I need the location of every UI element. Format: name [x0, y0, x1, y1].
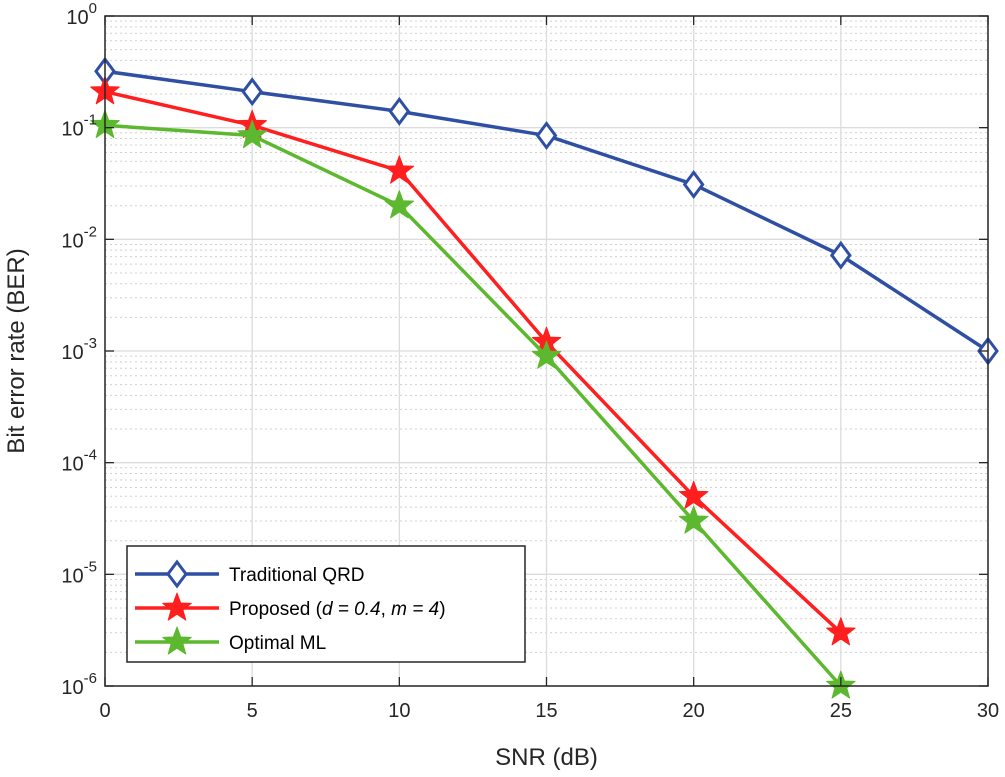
legend-label: Proposed (d = 0.4, m = 4)	[229, 599, 446, 620]
legend-label-part: m = 4	[391, 599, 439, 620]
y-tick-base: 10	[61, 342, 83, 364]
y-tick-base: 10	[61, 119, 83, 141]
series-marker	[241, 77, 264, 107]
legend-label-part: ,	[381, 599, 392, 620]
legend-label-part: Optimal ML	[229, 633, 326, 654]
series-marker	[237, 120, 267, 149]
y-tick-label: 10-3	[61, 335, 97, 364]
series-marker	[535, 121, 558, 151]
y-tick-exponent: -6	[84, 670, 97, 687]
legend-entry: Traditional QRD	[135, 559, 365, 589]
series-marker	[384, 155, 415, 184]
legend-label-part: Traditional QRD	[229, 565, 365, 586]
legend-label-part: )	[439, 599, 445, 620]
series-marker	[678, 480, 709, 509]
series-0	[94, 56, 999, 366]
series-marker	[826, 617, 856, 646]
x-axis-label: SNR (dB)	[495, 744, 598, 771]
y-tick-label: 10-6	[61, 670, 97, 699]
series-layer	[90, 56, 999, 699]
y-tick-base: 10	[66, 7, 88, 29]
legend-entry: Optimal ML	[135, 626, 326, 655]
legend-label: Optimal ML	[229, 633, 326, 654]
series-marker	[531, 340, 562, 369]
legend-marker	[166, 559, 188, 589]
series-marker	[388, 96, 411, 126]
y-tick-label: 10-1	[61, 112, 97, 141]
legend-marker	[162, 626, 192, 655]
y-axis-label: Bit error rate (BER)	[3, 248, 30, 453]
x-tick-label: 10	[388, 700, 410, 722]
y-tick-base: 10	[61, 454, 83, 476]
y-tick-exponent: -2	[84, 223, 97, 240]
y-tick-label: 10-4	[61, 447, 97, 476]
series-line	[104, 123, 843, 688]
x-tick-label: 15	[535, 700, 557, 722]
series-marker	[829, 240, 852, 270]
legend-label-part: Proposed (	[229, 599, 323, 620]
y-tick-exponent: -1	[84, 112, 97, 129]
series-marker	[678, 505, 709, 534]
x-axis-ticks: 0 5 10 15 20 25 30	[99, 16, 999, 722]
y-tick-base: 10	[61, 230, 83, 252]
series-marker	[682, 169, 705, 199]
y-tick-base: 10	[61, 565, 83, 587]
x-tick-label: 30	[977, 700, 999, 722]
x-tick-label: 5	[247, 700, 258, 722]
y-tick-exponent: -4	[84, 447, 97, 464]
y-tick-exponent: -3	[84, 335, 97, 352]
series-line	[104, 89, 843, 635]
legend-label: Traditional QRD	[229, 565, 365, 586]
x-tick-label: 0	[99, 700, 110, 722]
x-tick-label: 25	[830, 700, 852, 722]
y-tick-label: 10-5	[61, 558, 97, 587]
y-tick-label: 100	[66, 0, 97, 29]
y-tick-exponent: -5	[84, 558, 97, 575]
legend: Traditional QRD Proposed (d = 0.4, m = 4)…	[126, 545, 526, 663]
legend-marker	[162, 592, 192, 621]
y-tick-exponent: 0	[89, 0, 97, 17]
y-tick-base: 10	[61, 677, 83, 699]
legend-entry: Proposed (d = 0.4, m = 4)	[135, 592, 446, 621]
y-tick-label: 10-2	[61, 223, 97, 252]
x-tick-label: 20	[683, 700, 705, 722]
legend-label-part: d = 0.4	[322, 599, 381, 620]
series-marker	[384, 190, 415, 219]
